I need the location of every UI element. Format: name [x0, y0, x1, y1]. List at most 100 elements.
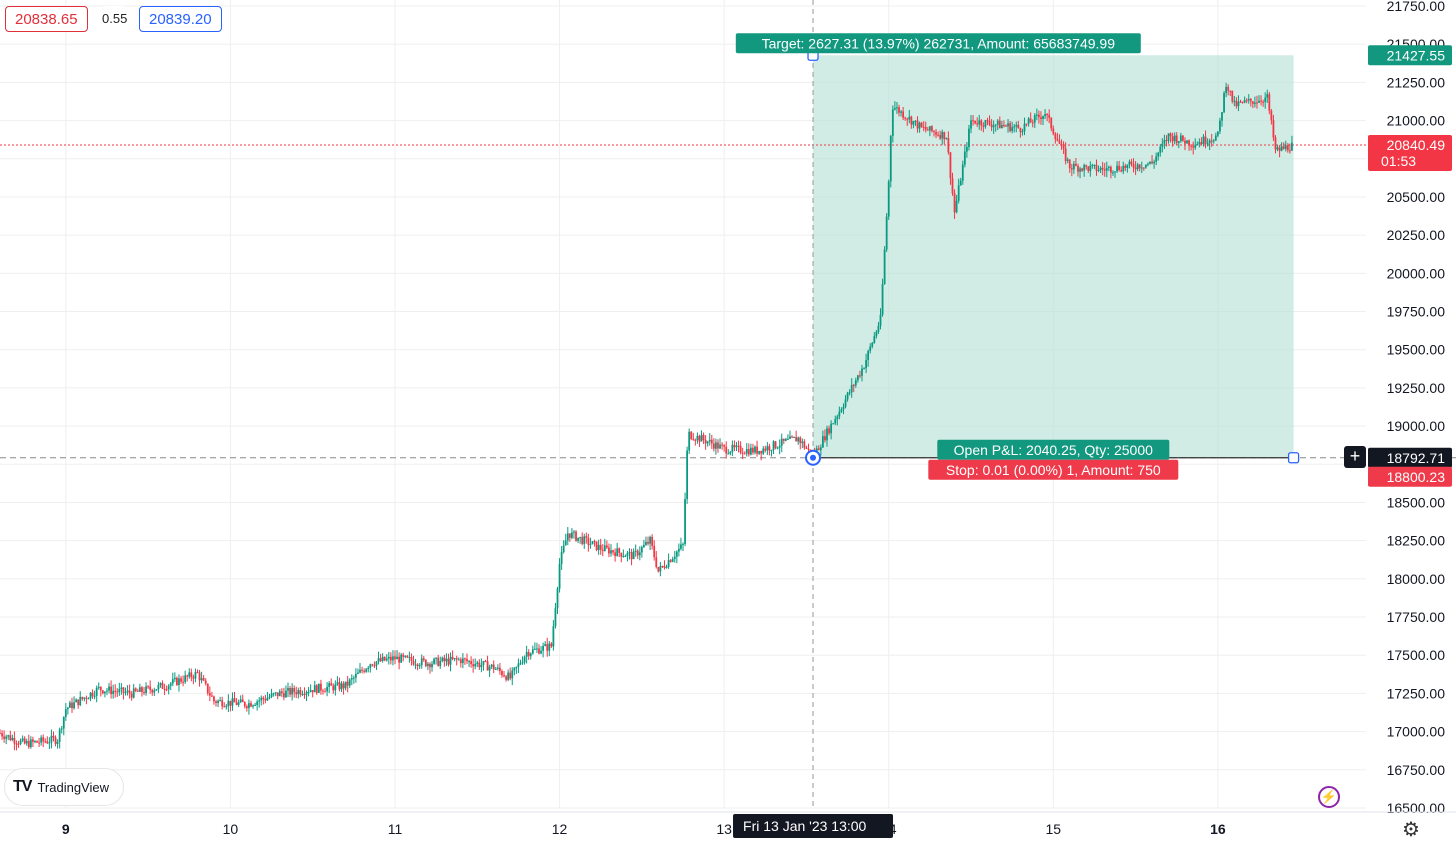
- candle-body: [206, 683, 209, 694]
- candle-body: [1126, 164, 1129, 169]
- candle-body: [513, 667, 516, 671]
- tradingview-logo[interactable]: TV TradingView: [4, 768, 124, 806]
- candle-body: [626, 552, 629, 556]
- candle-body: [904, 117, 907, 119]
- candle-body: [593, 541, 596, 543]
- candle-body: [523, 656, 526, 663]
- candle-body: [1227, 86, 1230, 91]
- candle-body: [875, 331, 878, 337]
- lightning-icon[interactable]: ⚡: [1318, 786, 1340, 808]
- candle-body: [505, 676, 507, 680]
- candle-body: [1155, 156, 1158, 162]
- candle-body: [1249, 98, 1252, 102]
- candle-body: [844, 399, 847, 407]
- candle-body: [1089, 165, 1092, 172]
- candle-body: [293, 687, 296, 693]
- bid-price[interactable]: 20838.65: [5, 6, 88, 32]
- stop-price-badge: 18800.23: [1387, 469, 1446, 485]
- candle-body: [616, 548, 619, 557]
- candle-body: [208, 693, 211, 696]
- candle-body: [478, 662, 481, 668]
- candle-body: [83, 697, 86, 699]
- candle-body: [126, 690, 129, 693]
- candle-body: [1110, 166, 1112, 173]
- candle-body: [134, 688, 137, 691]
- candle-body: [182, 681, 184, 683]
- candle-body: [155, 689, 158, 691]
- candle-body: [472, 664, 475, 667]
- candle-body: [548, 643, 551, 651]
- candle-body: [865, 359, 867, 369]
- candle-body: [893, 107, 896, 110]
- tradingview-logo-text: TradingView: [37, 779, 109, 795]
- candle-body: [556, 588, 559, 609]
- candle-body: [1245, 100, 1248, 102]
- candle-body: [184, 675, 187, 683]
- candle-body: [560, 551, 563, 564]
- candle-body: [896, 107, 898, 109]
- candle-body: [727, 453, 730, 455]
- candle-body: [276, 692, 279, 697]
- candle-body: [13, 737, 16, 744]
- y-tick-label: 20000.00: [1387, 265, 1446, 281]
- tradingview-logo-mark: TV: [13, 778, 32, 795]
- candle-body: [1120, 170, 1123, 172]
- price-axis[interactable]: 16500.00 16750.00 17000.00 17250.00 17500.00…: [1368, 0, 1452, 816]
- ask-price[interactable]: 20839.20: [139, 6, 222, 32]
- candle-body: [1031, 122, 1034, 124]
- target-price-badge: 21427.55: [1387, 47, 1446, 63]
- candle-body: [671, 558, 674, 562]
- candle-body: [389, 656, 392, 661]
- plus-icon[interactable]: +: [1344, 446, 1366, 468]
- candle-body: [256, 701, 259, 705]
- candle-body: [1264, 97, 1267, 102]
- candle-body: [787, 438, 789, 440]
- candle-body: [466, 659, 468, 662]
- candle-body: [266, 697, 269, 701]
- candle-body: [278, 691, 281, 697]
- y-tick-label: 18500.00: [1387, 494, 1446, 510]
- candle-body: [1140, 167, 1143, 169]
- candle-body: [459, 659, 462, 664]
- candle-body: [1190, 145, 1193, 147]
- candle-body: [536, 648, 538, 650]
- candle-body: [684, 499, 686, 544]
- candle-body: [1015, 124, 1018, 127]
- gear-icon[interactable]: ⚙: [1402, 819, 1420, 841]
- candle-body: [62, 716, 65, 729]
- candle-body: [451, 656, 454, 659]
- candle-body: [1198, 142, 1201, 145]
- candle-body: [437, 657, 440, 666]
- x-tick-label: 13: [716, 821, 732, 837]
- time-axis[interactable]: 910111213141516Fri 13 Jan '23 13:00: [0, 811, 1456, 838]
- candle-body: [1046, 114, 1049, 116]
- candle-body: [1087, 166, 1090, 172]
- candle-body: [1007, 123, 1009, 127]
- candle-body: [301, 694, 304, 696]
- candle-body: [1175, 135, 1178, 143]
- candle-body: [116, 691, 119, 693]
- candle-body: [708, 439, 711, 442]
- candle-body: [7, 735, 10, 737]
- y-tick-label: 19250.00: [1387, 380, 1446, 396]
- candle-body: [410, 657, 413, 661]
- candle-body: [1169, 133, 1172, 137]
- candle-body: [165, 689, 168, 691]
- candle-body: [93, 695, 96, 697]
- candle-body: [1270, 110, 1273, 121]
- candle-body: [768, 446, 771, 451]
- candle-body: [766, 446, 769, 451]
- candle-body: [928, 126, 931, 131]
- candle-body: [320, 683, 322, 691]
- candle-body: [196, 672, 199, 674]
- candle-body: [38, 742, 40, 744]
- candle-body: [558, 563, 561, 589]
- candle-body: [1165, 140, 1168, 142]
- candle-body: [756, 446, 758, 454]
- candle-body: [494, 668, 497, 670]
- candle-body: [937, 134, 939, 136]
- candle-body: [387, 656, 390, 659]
- candle-body: [326, 686, 328, 692]
- candle-body: [953, 193, 956, 213]
